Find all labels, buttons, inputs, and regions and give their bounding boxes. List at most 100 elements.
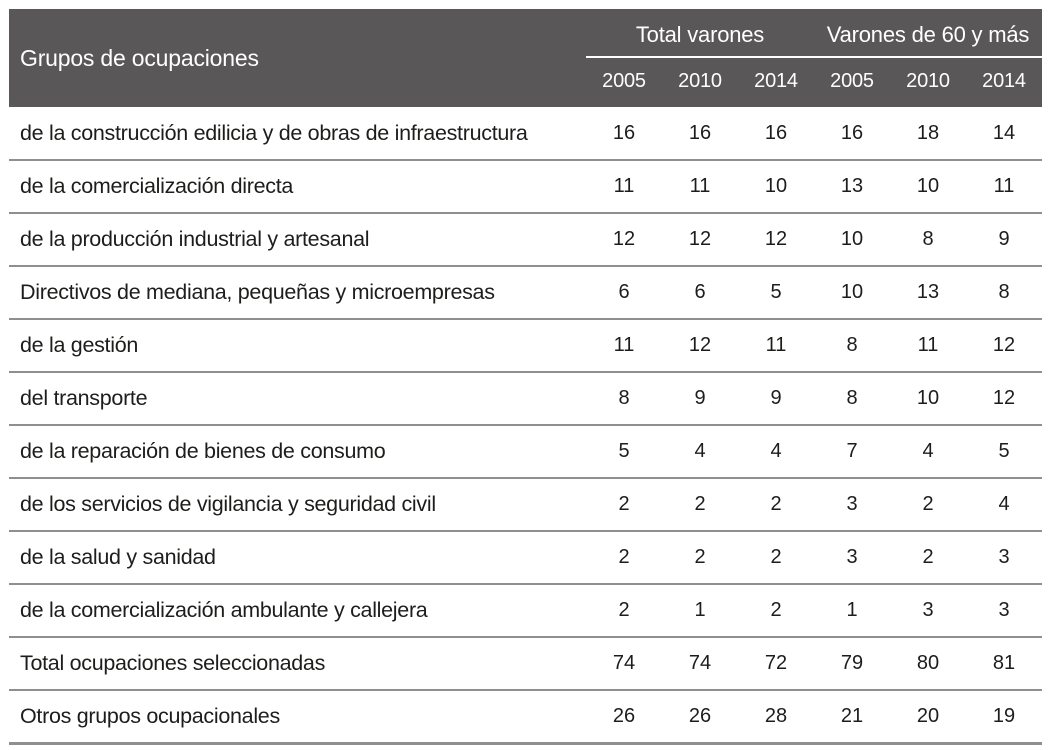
row-value: 21: [840, 704, 864, 727]
row-value: 16: [688, 121, 712, 144]
row-value: 11: [765, 334, 787, 356]
row-label: de la producción industrial y artesanal: [20, 227, 370, 251]
year-header-total-2014: 2014: [738, 57, 814, 107]
table-row: Total ocupaciones seleccionadas 74 74 72 79 8…: [9, 637, 1042, 690]
row-value: 5: [770, 281, 782, 303]
table-row: de la comercialización directa 11 11 10 13 10…: [9, 160, 1042, 213]
row-value: 12: [612, 228, 636, 250]
column-group-total-varones: Total varones: [586, 9, 814, 58]
row-value: 74: [688, 652, 712, 674]
row-value: 7: [846, 440, 858, 462]
year-header-60mas-2005: 2005: [814, 57, 890, 107]
row-value: 2: [618, 546, 630, 568]
table-row: de la comercialización ambulante y calle…: [9, 584, 1042, 637]
row-value: 12: [688, 228, 712, 250]
row-value: 10: [840, 281, 864, 303]
row-value: 2: [618, 599, 630, 621]
row-value: 12: [764, 228, 788, 250]
row-value: 2: [694, 493, 706, 515]
row-label: de la salud y sanidad: [20, 545, 216, 569]
row-label: Total ocupaciones seleccionadas: [20, 651, 326, 675]
row-value: 74: [612, 652, 636, 674]
row-value: 26: [688, 704, 712, 727]
row-value: 4: [998, 493, 1010, 515]
row-value: 13: [840, 175, 864, 197]
row-value: 80: [916, 652, 940, 674]
row-value: 10: [916, 175, 940, 197]
table-row: de la reparación de bienes de consumo 5 4 4…: [9, 425, 1042, 478]
table-row: Otros grupos ocupacionales 26 26 28 21 20 19: [9, 690, 1042, 743]
row-value: 72: [764, 652, 788, 674]
row-value: 12: [992, 334, 1016, 356]
row-value: 11: [689, 175, 711, 197]
row-value: 19: [992, 704, 1016, 727]
row-label: de la reparación de bienes de consumo: [20, 439, 386, 463]
row-label: de la comercialización ambulante y calle…: [20, 598, 428, 622]
row-value: 6: [618, 281, 630, 303]
row-value: 16: [840, 121, 864, 144]
row-label: Otros grupos ocupacionales: [20, 703, 280, 728]
row-value: 10: [916, 387, 940, 409]
occupations-table: Grupos de ocupaciones Total varones Varo…: [9, 9, 1042, 745]
row-value: 2: [770, 493, 782, 515]
table-row: de los servicios de vigilancia y segurid…: [9, 478, 1042, 531]
row-label: de la comercialización directa: [20, 174, 294, 198]
row-value: 16: [764, 121, 788, 144]
row-value: 2: [770, 546, 782, 568]
table-row: de la producción industrial y artesanal 1…: [9, 213, 1042, 266]
row-value: 9: [694, 387, 706, 409]
row-value: 12: [688, 334, 712, 356]
data-table: Grupos de ocupaciones Total varones Varo…: [9, 9, 1042, 745]
column-header-grupos-de-ocupaciones: Grupos de ocupaciones: [9, 9, 586, 107]
row-label: del transporte: [20, 386, 148, 410]
row-value: 2: [922, 493, 934, 515]
row-value: 8: [846, 387, 858, 409]
row-value: 3: [846, 546, 858, 568]
year-header-row: 2005 2010 2014 2005 2010 2014: [9, 57, 1042, 107]
row-value: 4: [922, 440, 934, 462]
table-body: de la construcción edilicia y de obras d…: [9, 107, 1042, 743]
table-header: Grupos de ocupaciones Total varones Varo…: [9, 9, 1042, 107]
row-value: 9: [998, 228, 1010, 250]
row-value: 28: [764, 704, 788, 727]
row-value: 8: [998, 281, 1010, 303]
row-value: 11: [917, 334, 939, 356]
row-value: 18: [916, 121, 940, 144]
row-value: 1: [846, 599, 858, 621]
row-value: 14: [992, 121, 1016, 144]
row-value: 3: [846, 493, 858, 515]
table-row: de la salud y sanidad 2 2 2 3 2 3: [9, 531, 1042, 584]
year-header-60mas-2010: 2010: [890, 57, 966, 107]
year-header-60mas-2014: 2014: [966, 57, 1042, 107]
row-value: 11: [613, 175, 635, 197]
table-row: Directivos de mediana, pequeñas y microe…: [9, 266, 1042, 319]
row-value: 8: [922, 228, 934, 250]
row-value: 2: [922, 546, 934, 568]
row-value: 3: [998, 599, 1010, 621]
row-value: 81: [992, 652, 1016, 674]
row-value: 10: [764, 175, 788, 197]
row-value: 16: [612, 121, 636, 144]
row-value: 10: [840, 228, 864, 250]
row-label: Directivos de mediana, pequeñas y microe…: [20, 280, 495, 304]
row-value: 2: [770, 599, 782, 621]
row-value: 13: [916, 281, 940, 303]
row-value: 4: [770, 440, 782, 462]
row-value: 12: [992, 387, 1016, 409]
year-header-total-2010: 2010: [662, 57, 738, 107]
row-value: 5: [998, 440, 1010, 462]
row-value: 8: [618, 387, 630, 409]
table-row: de la construcción edilicia y de obras d…: [9, 107, 1042, 160]
column-group-varones-60-y-mas: Varones de 60 y más: [814, 9, 1042, 58]
year-header-total-2005: 2005: [586, 57, 662, 107]
row-value: 11: [993, 175, 1015, 197]
row-value: 8: [846, 334, 858, 356]
row-value: 5: [618, 440, 630, 462]
row-value: 2: [694, 546, 706, 568]
row-value: 9: [770, 387, 782, 409]
table-row: de la gestión 11 12 11 8 11 12: [9, 319, 1042, 372]
group-header-row: Grupos de ocupaciones Total varones Varo…: [9, 9, 1042, 107]
row-value: 11: [613, 334, 635, 356]
row-value: 79: [840, 652, 864, 674]
row-value: 20: [916, 704, 940, 727]
